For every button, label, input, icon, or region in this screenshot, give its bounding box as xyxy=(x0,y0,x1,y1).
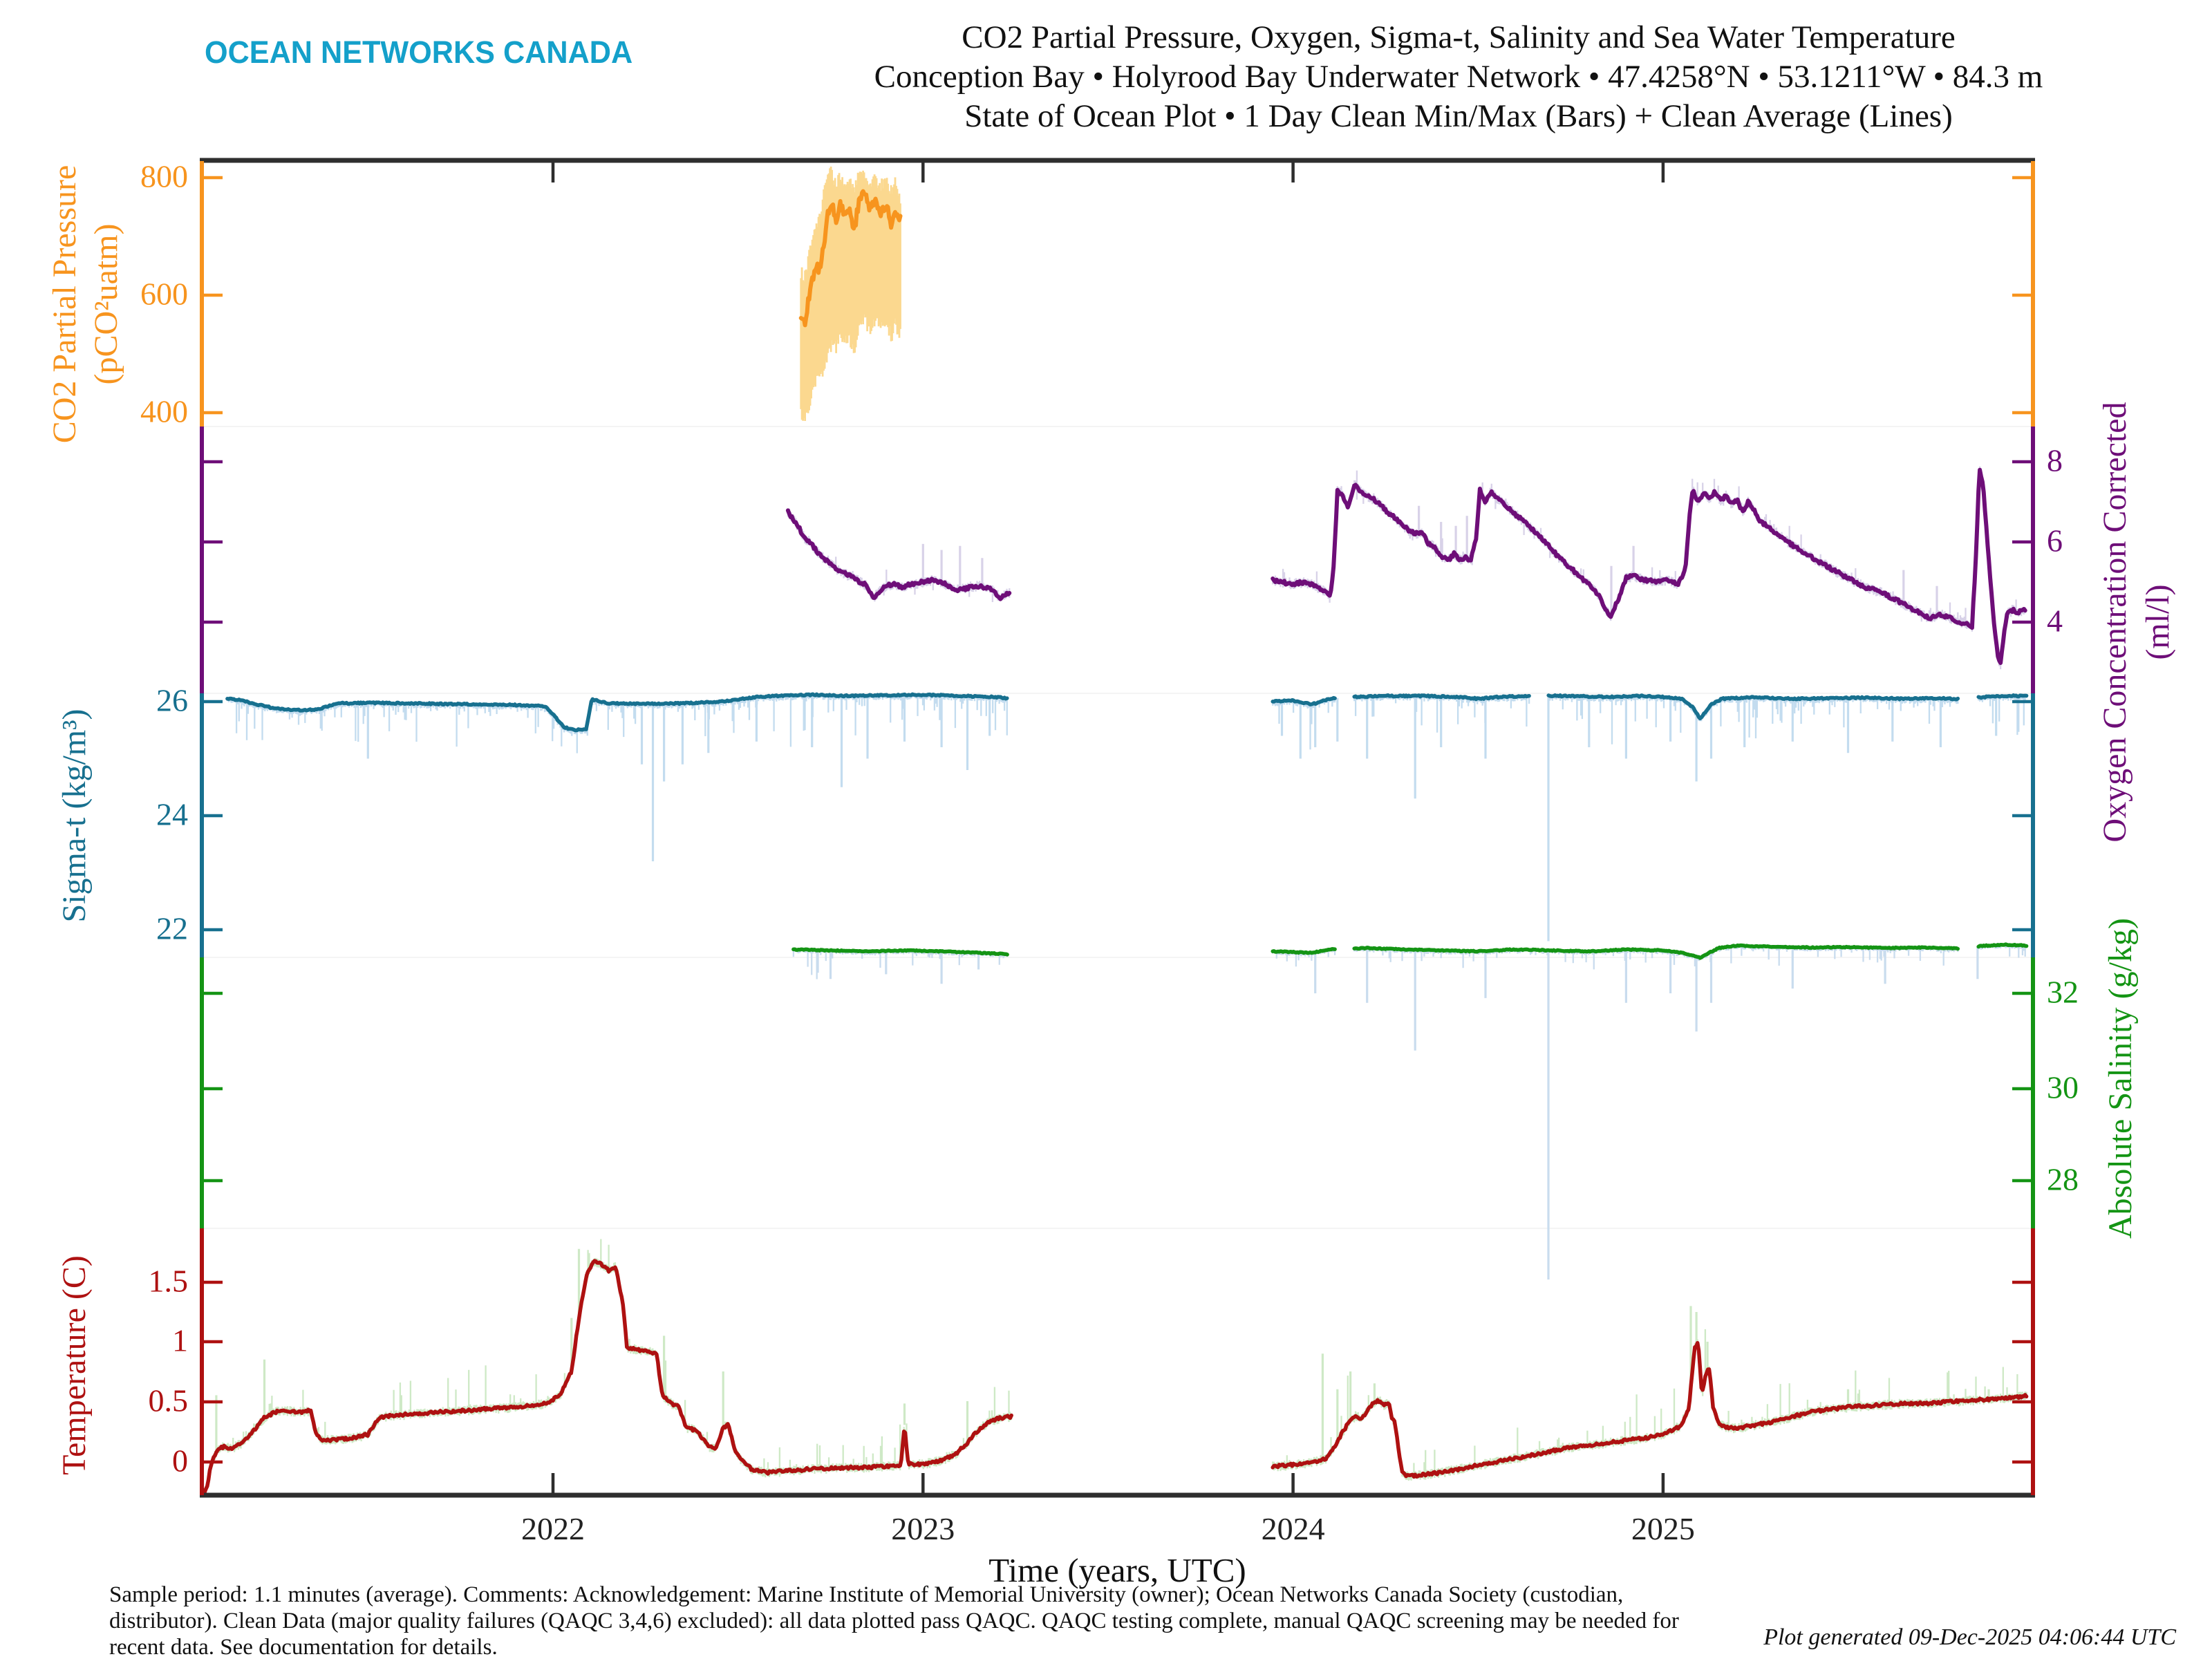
co2-axis-label: CO2 Partial Pressure xyxy=(46,165,83,444)
temperature-average-line xyxy=(1271,1340,2029,1479)
temperature-tick-label-1: 1 xyxy=(172,1322,188,1358)
plot-title-line3: State of Ocean Plot • 1 Day Clean Min/Ma… xyxy=(964,98,1953,134)
sigma_t-tick-label-24: 24 xyxy=(156,796,188,832)
temperature-average-line xyxy=(201,1259,1013,1497)
oxygen-tick-label-4: 4 xyxy=(2047,603,2063,639)
oxygen-axis-unit-label: (ml/l) xyxy=(2139,584,2176,660)
absolute_salinity-extreme-bars xyxy=(1314,946,1979,1280)
temperature-tick-label-0: 0 xyxy=(172,1443,188,1479)
oxygen-tick-label-8: 8 xyxy=(2047,442,2063,478)
co2-tick-label-600: 600 xyxy=(140,276,188,312)
temperature-tick-label-1.5: 1.5 xyxy=(148,1263,189,1299)
co2-tick-label-800: 800 xyxy=(140,158,188,194)
oxygen_concentration-average-line xyxy=(785,508,1012,601)
sigma_t-tick-label-26: 26 xyxy=(156,682,188,718)
x-tick-label-2024: 2024 xyxy=(1261,1511,1325,1546)
temperature-extreme-bars xyxy=(215,1248,969,1452)
absolute_salinity-average-line xyxy=(791,947,1009,957)
temperature-minmax-bars xyxy=(202,1239,1013,1494)
sigma_t-axis-label: Sigma-t (kg/m³) xyxy=(56,709,93,923)
temperature-extreme-bars xyxy=(1321,1306,1990,1460)
sigma_t-extreme-bars xyxy=(1280,695,1998,941)
oxygen_concentration-minmax-bars xyxy=(1272,466,2026,670)
salinity-axis-label: Absolute Salinity (g/kg) xyxy=(2102,918,2139,1239)
co2-axis-unit-label: (pCO²uatm) xyxy=(88,223,124,385)
sigma_t-minmax-bars xyxy=(1272,695,2027,750)
onc-logo: OCEAN NETWORKS CANADA xyxy=(205,35,633,70)
x-tick-label-2025: 2025 xyxy=(1631,1511,1695,1546)
sigma_t-average-line xyxy=(225,692,1009,733)
oxygen_concentration-extreme-bars xyxy=(1418,505,1938,617)
plot-generated-note: Plot generated 09-Dec-2025 04:06:44 UTC xyxy=(1763,1624,2176,1650)
plot-title-line2: Conception Bay • Holyrood Bay Underwater… xyxy=(874,59,2043,95)
oxygen-tick-label-6: 6 xyxy=(2047,523,2063,559)
co2-tick-label-400: 400 xyxy=(140,393,188,429)
oxygen_concentration-extreme-bars xyxy=(921,543,984,590)
salinity-tick-label-28: 28 xyxy=(2047,1161,2079,1197)
co2_partial_pressure-average-line xyxy=(798,189,903,328)
co2_partial_pressure-minmax-bars xyxy=(800,167,901,421)
footer-note: Sample period: 1.1 minutes (average). Co… xyxy=(109,1582,1679,1659)
temperature-axis-label: Temperature (C) xyxy=(56,1255,93,1475)
oxygen_concentration-average-line xyxy=(1271,467,2027,665)
plot-title-line1: CO2 Partial Pressure, Oxygen, Sigma-t, S… xyxy=(962,19,1956,55)
plot-title: CO2 Partial Pressure, Oxygen, Sigma-t, S… xyxy=(747,18,2171,136)
sigma_t-extreme-bars xyxy=(366,695,991,861)
salinity-tick-label-30: 30 xyxy=(2047,1069,2079,1105)
x-tick-label-2022: 2022 xyxy=(521,1511,585,1546)
sigma_t-average-line xyxy=(1271,693,2029,721)
x-tick-label-2023: 2023 xyxy=(891,1511,955,1546)
salinity-tick-label-32: 32 xyxy=(2047,974,2079,1010)
absolute_salinity-extreme-bars xyxy=(829,950,980,984)
x-axis-label: Time (years, UTC) xyxy=(988,1551,1246,1589)
temperature-tick-label-0.5: 0.5 xyxy=(148,1382,189,1418)
sigma_t-tick-label-22: 22 xyxy=(156,910,188,946)
absolute_salinity-average-line xyxy=(1271,942,2029,960)
oxygen-axis-label: Oxygen Concentration Corrected xyxy=(2097,402,2133,843)
